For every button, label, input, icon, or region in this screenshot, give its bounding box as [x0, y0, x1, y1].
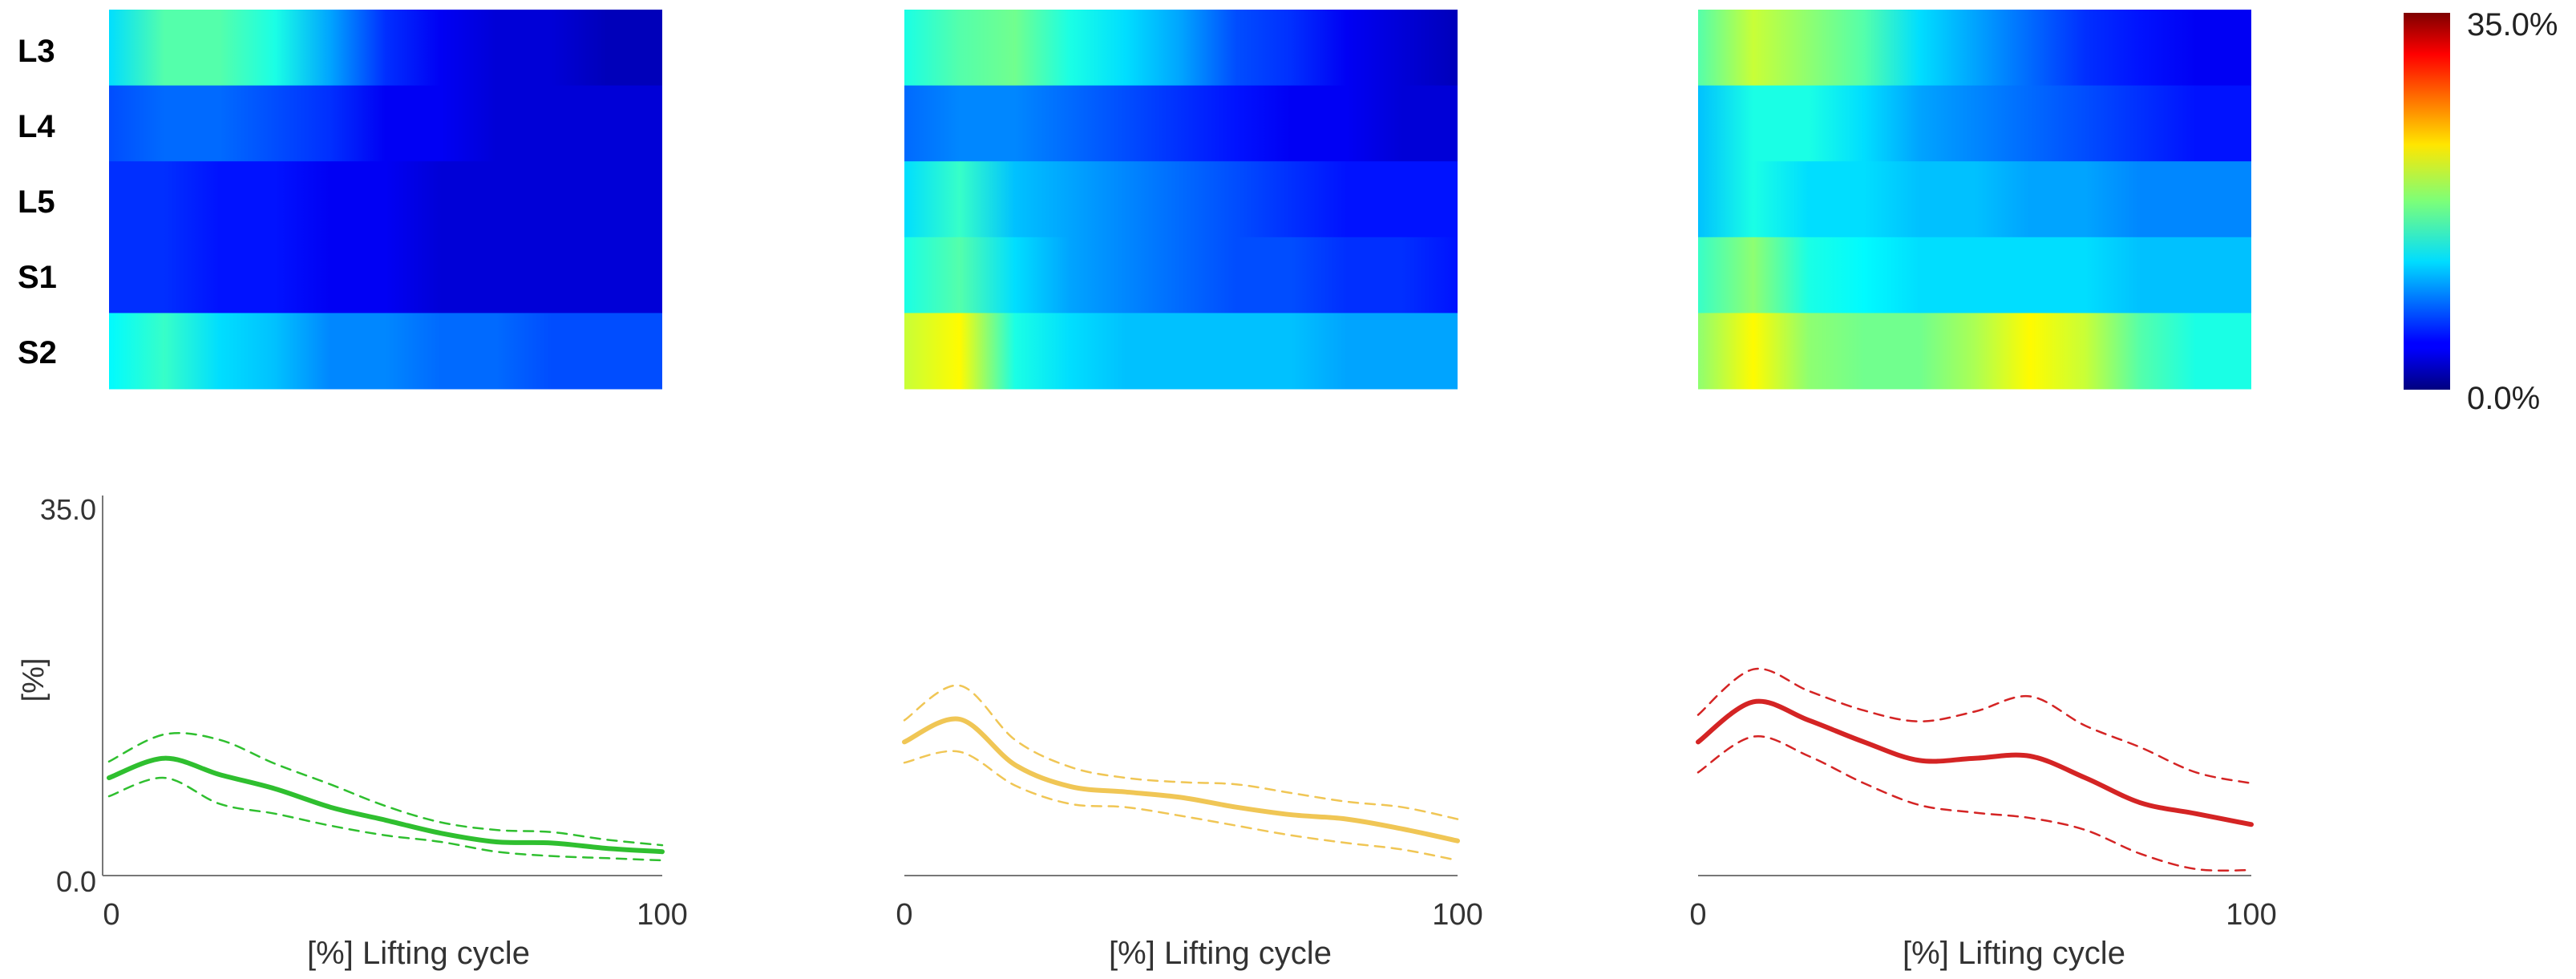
mean-line-green	[107, 755, 665, 855]
heatmap-row-l4-green	[109, 85, 662, 162]
lower-line-red	[1696, 735, 2253, 872]
mean-line-red	[1696, 698, 2254, 827]
heatmap-panel-red	[1698, 10, 2251, 390]
level-labels: L3 L4 L5 S1 S2	[18, 34, 57, 370]
heatmap-row-s1-yellow	[904, 237, 1458, 314]
y-axis-label: [%]	[17, 658, 51, 702]
upper-line-yellow	[903, 684, 1459, 820]
x-tick-100-panel-2: 100	[1432, 898, 1482, 932]
heatmap-row-l4-red	[1698, 85, 2251, 162]
heatmap-row-s2-green	[109, 313, 662, 390]
x-tick-0-panel-1: 0	[103, 898, 119, 932]
level-label-s1: S1	[18, 260, 57, 295]
x-axis-label-panel-1: [%] Lifting cycle	[307, 936, 530, 971]
heatmap-row-s1-green	[109, 237, 662, 314]
level-label-s2: S2	[18, 335, 57, 370]
colorbar-max-label: 35.0%	[2467, 7, 2558, 42]
colorbar-min-label: 0.0%	[2467, 381, 2540, 416]
heatmaps	[109, 10, 2251, 390]
heatmap-row-l3-green	[109, 10, 662, 87]
lower-line-green	[107, 776, 664, 862]
line-panel-green	[107, 731, 665, 862]
heatmap-row-l3-yellow	[904, 10, 1458, 87]
x-tick-0-panel-3: 0	[1689, 898, 1706, 932]
upper-line-green	[107, 731, 664, 847]
heatmap-panel-yellow	[904, 10, 1458, 390]
lower-line-yellow	[903, 750, 1459, 862]
y-tick-max: 35.0	[40, 493, 96, 526]
mean-line-yellow	[902, 716, 1460, 843]
line-panel-yellow	[902, 684, 1460, 862]
heatmap-row-l5-yellow	[904, 161, 1458, 238]
x-tick-0-panel-2: 0	[896, 898, 912, 932]
line-axes: 35.0 0.0 [%] 0 100 0 100 0 100 [%] Lifti…	[17, 493, 2277, 971]
x-axis-label-panel-3: [%] Lifting cycle	[1903, 936, 2125, 971]
upper-line-red	[1696, 667, 2253, 785]
x-tick-100-panel-1: 100	[637, 898, 687, 932]
heatmap-panel-green	[109, 10, 662, 390]
colorbar-gradient	[2404, 13, 2450, 390]
line-panel-red	[1696, 667, 2254, 872]
heatmap-row-l5-red	[1698, 161, 2251, 238]
heatmap-row-l3-red	[1698, 10, 2251, 87]
line-plots	[107, 667, 2254, 872]
x-axis-label-panel-2: [%] Lifting cycle	[1109, 936, 1332, 971]
heatmap-row-s1-red	[1698, 237, 2251, 314]
level-label-l5: L5	[18, 184, 55, 220]
colorbar: 35.0% 0.0%	[2404, 7, 2558, 416]
y-tick-min: 0.0	[56, 865, 96, 898]
heatmap-row-s2-yellow	[904, 313, 1458, 390]
level-label-l3: L3	[18, 34, 55, 69]
heatmap-row-l5-green	[109, 161, 662, 238]
x-tick-100-panel-3: 100	[2226, 898, 2276, 932]
level-label-l4: L4	[18, 109, 55, 144]
heatmap-row-l4-yellow	[904, 85, 1458, 162]
heatmap-row-s2-red	[1698, 313, 2251, 390]
